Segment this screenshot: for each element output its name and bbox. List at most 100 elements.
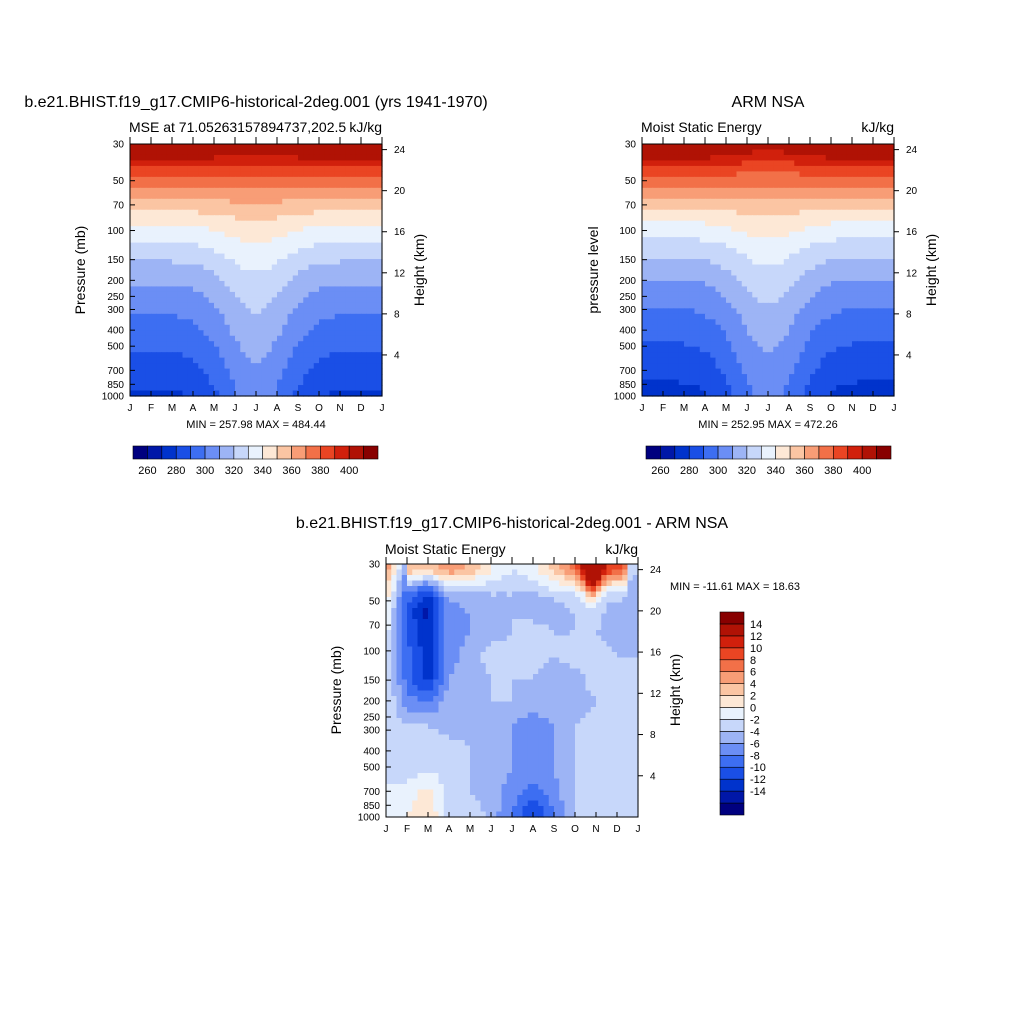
field-cell	[852, 149, 858, 156]
field-cell	[657, 215, 664, 222]
field-cell	[647, 160, 654, 167]
field-cell	[428, 564, 434, 571]
field-cell	[401, 597, 408, 604]
field-cell	[611, 591, 618, 598]
field-cell	[256, 209, 262, 216]
field-cell	[862, 187, 869, 194]
field-cell	[172, 335, 178, 342]
field-cell	[229, 259, 236, 266]
field-cell	[193, 231, 199, 238]
field-cell	[878, 297, 885, 304]
field-cell	[757, 308, 764, 315]
field-cell	[240, 171, 247, 178]
field-cell	[699, 248, 706, 255]
field-cell	[527, 564, 534, 571]
field-cell	[193, 242, 199, 249]
field-cell	[694, 259, 701, 266]
field-cell	[151, 357, 157, 364]
field-cell	[673, 253, 680, 260]
x-tick-label: J	[640, 403, 645, 414]
field-cell	[642, 374, 648, 381]
field-cell	[731, 319, 738, 326]
field-cell	[166, 176, 173, 183]
field-cell	[214, 231, 220, 238]
field-cell	[266, 390, 273, 397]
x-tick-label: M	[722, 403, 730, 414]
field-cell	[831, 341, 837, 348]
field-cell	[799, 385, 806, 392]
field-cell	[668, 248, 675, 255]
field-cell	[324, 187, 331, 194]
field-cell	[752, 385, 759, 392]
field-cell	[794, 182, 801, 189]
field-cell	[240, 352, 247, 359]
field-cell	[575, 591, 581, 598]
field-cell	[308, 297, 315, 304]
field-cell	[715, 275, 722, 282]
field-cell	[313, 313, 320, 320]
field-cell	[303, 253, 310, 260]
field-cell	[773, 149, 780, 156]
field-cell	[130, 280, 136, 288]
field-cell	[883, 308, 890, 315]
field-cell	[376, 280, 383, 288]
field-cell	[815, 374, 822, 381]
field-cell	[135, 308, 142, 315]
field-cell	[820, 324, 827, 331]
field-cell	[340, 346, 346, 353]
field-cell	[783, 280, 790, 288]
field-cell	[313, 220, 320, 227]
field-cell	[334, 363, 341, 370]
field-cell	[298, 385, 304, 392]
field-cell	[151, 165, 157, 172]
field-cell	[883, 352, 890, 359]
field-cell	[287, 187, 294, 194]
field-cell	[172, 286, 178, 293]
field-cell	[794, 154, 801, 162]
x-tick-label: S	[807, 403, 814, 414]
field-cell	[319, 198, 325, 205]
field-cell	[266, 204, 273, 211]
field-cell	[726, 171, 732, 178]
field-cell	[250, 319, 257, 326]
field-cell	[303, 226, 310, 233]
field-cell	[647, 335, 654, 342]
field-cell	[214, 220, 220, 227]
field-cell	[601, 575, 608, 582]
field-cell	[663, 363, 669, 370]
field-cell	[657, 291, 664, 298]
field-cell	[140, 248, 147, 255]
field-cell	[224, 297, 231, 304]
field-cell	[187, 308, 194, 315]
field-cell	[235, 330, 241, 337]
field-cell	[361, 231, 367, 238]
field-cell	[292, 264, 299, 271]
field-cell	[256, 368, 262, 375]
field-cell	[747, 187, 753, 194]
field-cell	[407, 569, 413, 576]
field-cell	[261, 253, 268, 260]
field-cell	[245, 149, 252, 156]
field-cell	[292, 319, 299, 326]
field-cell	[166, 270, 173, 277]
field-cell	[208, 330, 215, 337]
field-cell	[271, 308, 278, 315]
field-cell	[172, 187, 178, 194]
field-cell	[166, 193, 173, 200]
field-cell	[287, 242, 294, 249]
field-cell	[145, 308, 152, 315]
field-cell	[757, 368, 764, 375]
field-cell	[652, 193, 659, 200]
field-cell	[867, 144, 874, 151]
field-cell	[878, 390, 885, 397]
field-cell	[741, 226, 748, 233]
field-cell	[789, 385, 795, 392]
field-cell	[747, 176, 753, 183]
field-cell	[135, 352, 142, 359]
field-cell	[841, 385, 848, 392]
field-cell	[156, 385, 163, 392]
field-cell	[161, 209, 168, 216]
field-cell	[852, 280, 858, 288]
field-cell	[366, 215, 373, 222]
field-cell	[313, 346, 320, 353]
